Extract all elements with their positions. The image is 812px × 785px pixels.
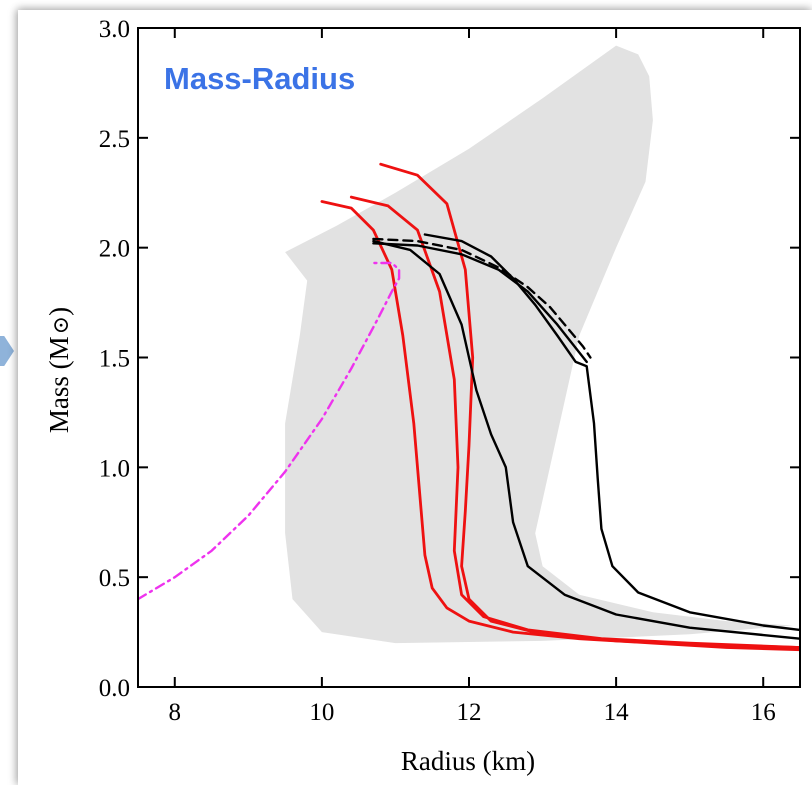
series-curve-5 xyxy=(372,242,588,364)
y-tick-label-4: 2.0 xyxy=(99,236,130,263)
series-curve-4 xyxy=(423,233,800,632)
x-tick-label-1: 10 xyxy=(309,699,334,726)
arrow-tab-icon xyxy=(0,336,14,366)
mass-radius-chart: 0.0 0.5 1.0 1.5 2.0 2.5 3.0 8 10 12 14 16 Mass-Radi… xyxy=(44,16,801,776)
x-tick-label-4: 16 xyxy=(751,699,776,726)
series-layer xyxy=(138,162,800,652)
x-tick-label-2: 12 xyxy=(457,699,482,726)
x-tick-label-0: 8 xyxy=(169,699,182,726)
y-tick-label-0: 0.0 xyxy=(99,675,130,702)
mass-radius-figure: 0.0 0.5 1.0 1.5 2.0 2.5 3.0 8 10 12 14 16 Mass-Radi… xyxy=(18,10,812,785)
x-tick-label-3: 14 xyxy=(604,699,630,726)
series-curve-3 xyxy=(372,239,800,640)
y-tick-label-6: 3.0 xyxy=(99,16,130,43)
svg-text:Mass (M⊙): Mass (M⊙) xyxy=(44,307,74,433)
series-curve-7 xyxy=(138,261,401,601)
y-tick-label-2: 1.0 xyxy=(99,455,130,482)
axes-layer: 0.0 0.5 1.0 1.5 2.0 2.5 3.0 8 10 12 14 16 xyxy=(99,16,801,726)
chart-annotation: Mass-Radius xyxy=(164,61,355,96)
y-axis-label-main: Mass (M xyxy=(44,336,74,433)
y-tick-label-3: 1.5 xyxy=(99,346,130,373)
y-tick-label-1: 0.5 xyxy=(99,565,130,592)
y-tick-label-5: 2.5 xyxy=(99,126,130,153)
y-axis-label-end: ) xyxy=(44,307,74,316)
allowed-region-band xyxy=(285,45,793,644)
y-axis-label: Mass (M⊙) xyxy=(44,307,74,433)
x-axis-label: Radius (km) xyxy=(401,746,535,776)
series-curve-2 xyxy=(379,162,800,649)
series-curve-6 xyxy=(372,237,592,359)
band-layer xyxy=(285,45,793,644)
